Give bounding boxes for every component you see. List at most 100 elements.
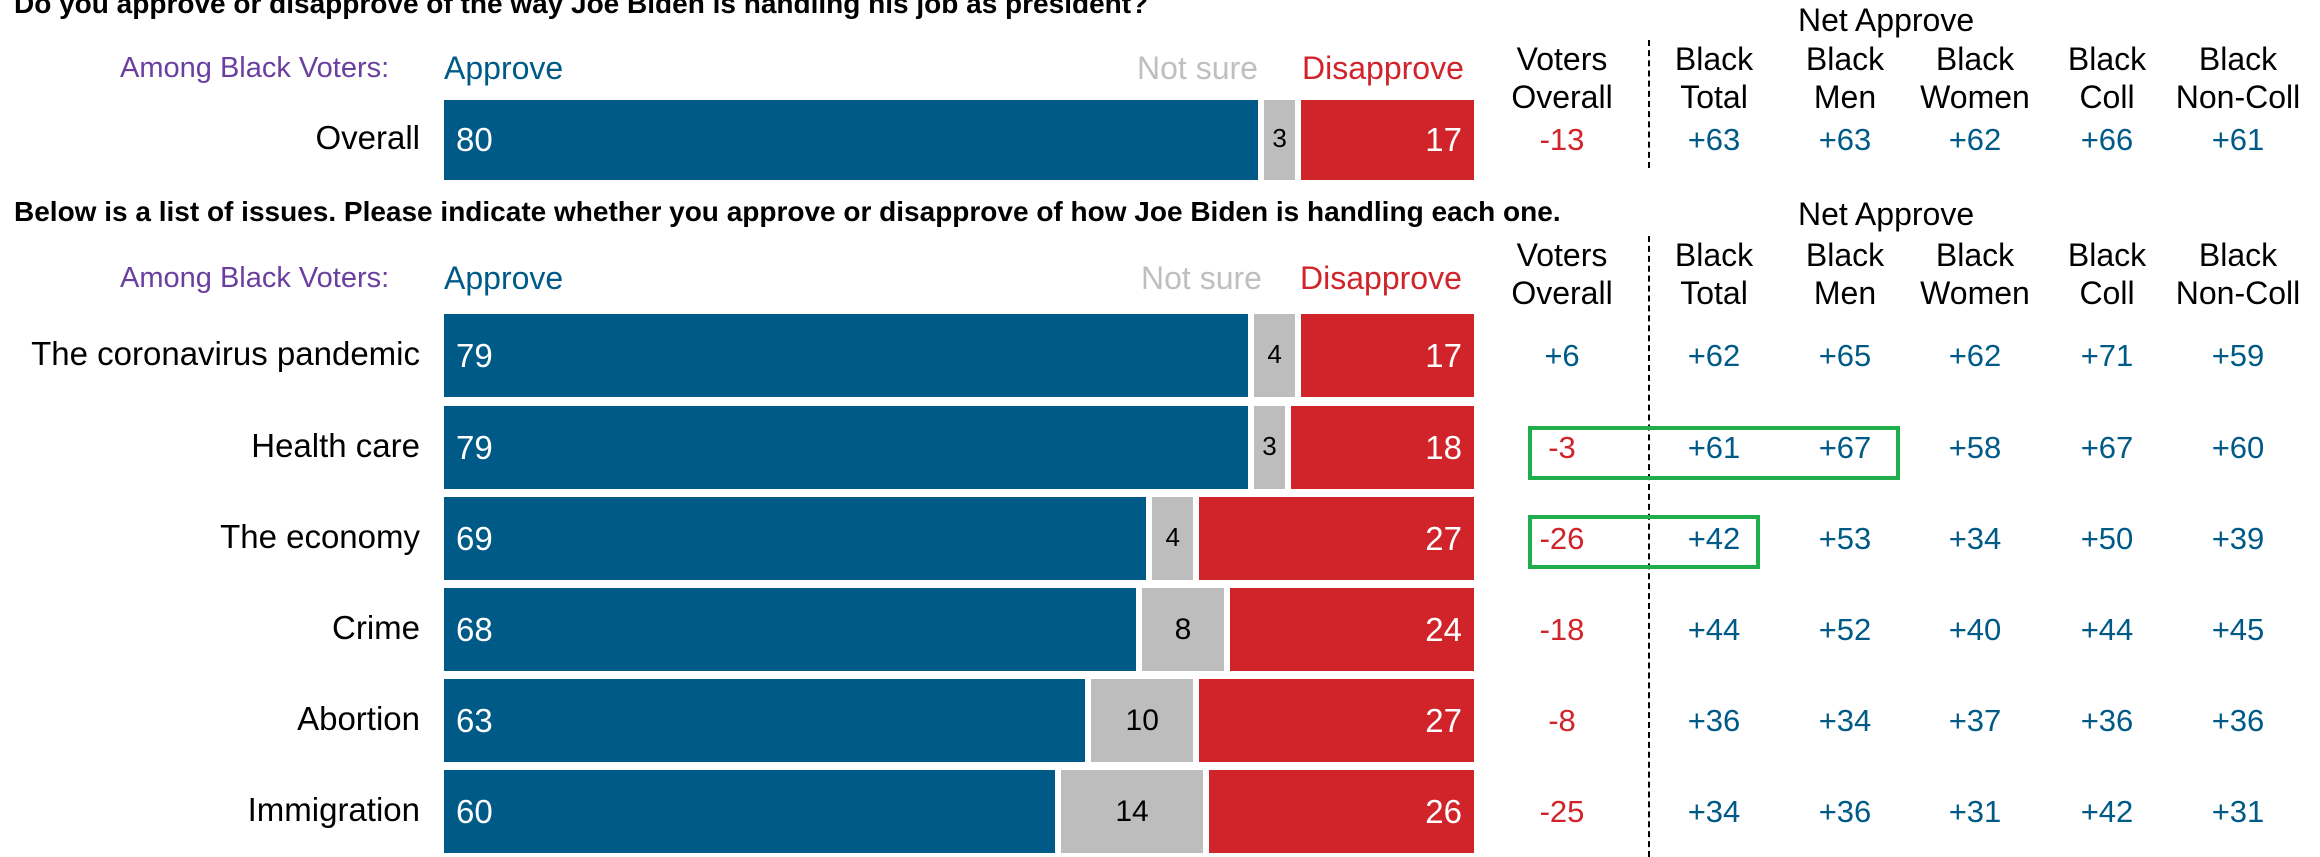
net-approve-cell: +44 — [1687, 611, 1741, 647]
bar-value-not-sure: 10 — [1125, 703, 1159, 737]
bar-disapprove — [1300, 100, 1474, 180]
net-approve-cell: +59 — [2211, 337, 2265, 373]
net-approve-cell: +62 — [1948, 122, 2002, 157]
net-approve-cell: +36 — [1818, 793, 1872, 829]
column-header-0: Voters Overall — [1511, 237, 1613, 311]
bar-approve — [444, 497, 1147, 580]
highlight-box — [1528, 515, 1760, 569]
column-header-5: Black Non-Coll — [2175, 237, 2301, 311]
row-label: The economy — [220, 517, 420, 555]
bar-value-approve: 69 — [456, 519, 493, 557]
net-approve-cell: +34 — [1818, 702, 1872, 738]
column-divider — [1648, 40, 1650, 168]
bar-value-not-sure: 8 — [1174, 612, 1192, 646]
net-approve-cell: +42 — [2080, 793, 2134, 829]
column-header-1: Black Total — [1674, 41, 1754, 115]
legend-not-sure: Not sure — [1141, 260, 1262, 296]
bar-value-not-sure: 3 — [1262, 430, 1277, 461]
bar-approve — [444, 100, 1259, 180]
column-header-2: Black Men — [1805, 237, 1885, 311]
net-approve-label: Net Approve — [1798, 196, 1975, 232]
row-label: Crime — [332, 608, 420, 646]
bar-value-disapprove: 27 — [1425, 701, 1462, 739]
net-approve-cell: +60 — [2211, 429, 2265, 465]
column-header-5: Black Non-Coll — [2175, 41, 2301, 115]
column-header-2: Black Men — [1805, 41, 1885, 115]
column-header-1: Black Total — [1674, 237, 1754, 311]
question-title: Below is a list of issues. Please indica… — [14, 196, 1561, 227]
net-approve-cell: +67 — [2080, 429, 2134, 465]
net-approve-cell: -3 — [1548, 429, 1576, 465]
question-title: Do you approve or disapprove of the way … — [14, 0, 1149, 19]
net-approve-label: Net Approve — [1798, 2, 1975, 38]
net-approve-cell: +71 — [2080, 337, 2134, 373]
net-approve-cell: +58 — [1948, 429, 2002, 465]
bar-approve — [444, 679, 1086, 762]
bar-value-approve: 79 — [456, 336, 493, 374]
net-approve-cell: +31 — [1948, 793, 2002, 829]
bar-value-approve: 80 — [456, 121, 493, 158]
net-approve-cell: +61 — [2211, 122, 2265, 157]
bar-disapprove — [1209, 770, 1474, 853]
bar-value-approve: 60 — [456, 792, 493, 830]
net-approve-cell: +53 — [1818, 520, 1872, 556]
net-approve-cell: +36 — [1687, 702, 1741, 738]
net-approve-cell: +63 — [1818, 122, 1872, 157]
net-approve-cell: -18 — [1539, 611, 1585, 647]
column-divider — [1648, 236, 1650, 857]
bar-disapprove — [1300, 314, 1474, 397]
bar-value-not-sure: 4 — [1165, 521, 1180, 552]
net-approve-cell: +31 — [2211, 793, 2265, 829]
net-approve-cell: +61 — [1687, 429, 1741, 465]
legend-disapprove: Disapprove — [1302, 50, 1464, 86]
bar-not-sure — [1152, 497, 1194, 580]
legend-not-sure: Not sure — [1137, 50, 1258, 86]
bar-disapprove — [1199, 679, 1474, 762]
bar-value-not-sure: 14 — [1115, 794, 1149, 828]
bar-not-sure — [1264, 100, 1295, 180]
column-header-4: Black Coll — [2067, 237, 2147, 311]
net-approve-cell: +62 — [1687, 337, 1741, 373]
net-approve-cell: +40 — [1948, 611, 2002, 647]
row-label: Immigration — [247, 790, 420, 828]
bar-value-approve: 68 — [456, 610, 493, 648]
net-approve-cell: -8 — [1548, 702, 1576, 738]
column-header-3: Black Women — [1920, 237, 2030, 311]
legend-approve: Approve — [444, 260, 564, 296]
bar-not-sure — [1060, 770, 1204, 853]
bar-disapprove — [1229, 588, 1474, 671]
bar-value-approve: 63 — [456, 701, 493, 739]
column-header-3: Black Women — [1920, 41, 2030, 115]
column-header-0: Voters Overall — [1511, 41, 1613, 115]
bar-approve — [444, 770, 1055, 853]
net-approve-cell: +34 — [1687, 793, 1741, 829]
bar-value-disapprove: 18 — [1425, 428, 1462, 466]
bar-disapprove — [1199, 497, 1474, 580]
bar-approve — [444, 314, 1249, 397]
bar-value-disapprove: 27 — [1425, 519, 1462, 557]
net-approve-cell: +65 — [1818, 337, 1872, 373]
net-approve-cell: +50 — [2080, 520, 2134, 556]
bar-value-disapprove: 24 — [1425, 610, 1462, 648]
legend-approve: Approve — [444, 50, 564, 86]
bar-value-approve: 79 — [456, 428, 493, 466]
net-approve-cell: -26 — [1539, 520, 1585, 556]
bar-value-not-sure: 3 — [1272, 123, 1287, 153]
bar-value-not-sure: 4 — [1267, 338, 1282, 369]
net-approve-cell: +63 — [1687, 122, 1741, 157]
bar-value-disapprove: 17 — [1425, 336, 1462, 374]
bar-disapprove — [1290, 406, 1474, 489]
among-label: Among Black Voters: — [120, 52, 390, 84]
net-approve-cell: +39 — [2211, 520, 2265, 556]
bar-not-sure — [1091, 679, 1194, 762]
bar-approve — [444, 406, 1249, 489]
bar-not-sure — [1254, 406, 1285, 489]
bar-not-sure — [1254, 314, 1295, 397]
row-label: The coronavirus pandemic — [31, 334, 420, 372]
net-approve-cell: +44 — [2080, 611, 2134, 647]
column-header-4: Black Coll — [2067, 41, 2147, 115]
bar-value-disapprove: 17 — [1425, 121, 1462, 158]
bar-approve — [444, 588, 1137, 671]
row-label: Overall — [315, 119, 420, 156]
among-label: Among Black Voters: — [120, 262, 390, 294]
